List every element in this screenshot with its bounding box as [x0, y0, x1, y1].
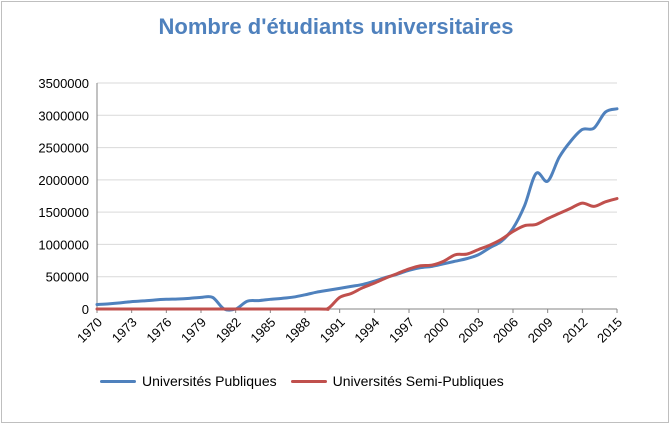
x-tick-label: 2009 [525, 315, 556, 346]
x-tick-label: 1994 [351, 315, 382, 346]
series-line-semi-public [95, 197, 619, 311]
legend-item-public: Universités Publiques [100, 373, 277, 389]
x-tick-label: 1979 [178, 315, 209, 346]
x-tick-label: 1976 [143, 315, 174, 346]
series-line-public [95, 107, 619, 312]
x-tick-label: 1970 [74, 315, 105, 346]
legend-swatch-public [100, 379, 136, 383]
y-tick-label: 2000000 [38, 173, 89, 188]
x-tick-label: 2006 [490, 315, 521, 346]
chart-title: Nombre d'étudiants universitaires [158, 14, 514, 39]
x-tick-label: 2000 [421, 315, 452, 346]
x-tick-label: 2012 [559, 315, 590, 346]
y-tick-label: 3500000 [38, 76, 89, 91]
x-tick-label: 1997 [386, 315, 417, 346]
legend-item-semi-public: Universités Semi-Publiques [290, 373, 504, 389]
legend-swatch-semi-public [290, 379, 327, 383]
y-tick-label: 0 [82, 302, 89, 317]
x-tick-label: 2003 [455, 315, 486, 346]
x-tick-label: 1973 [109, 315, 140, 346]
x-tick-label: 1991 [317, 315, 348, 346]
x-tick-label: 2015 [594, 315, 625, 346]
x-tick-label: 1985 [247, 315, 278, 346]
y-tick-label: 1500000 [38, 205, 89, 220]
y-tick-label: 500000 [46, 270, 89, 285]
x-tick-label: 1982 [213, 315, 244, 346]
y-tick-label: 3000000 [38, 108, 89, 123]
legend-label-public: Universités Publiques [142, 373, 277, 389]
y-tick-label: 1000000 [38, 237, 89, 252]
legend-label-semi-public: Universités Semi-Publiques [332, 373, 504, 389]
y-tick-label: 2500000 [38, 141, 89, 156]
x-tick-label: 1988 [282, 315, 313, 346]
legend: Universités Publiques Universités Semi-P… [100, 373, 518, 389]
